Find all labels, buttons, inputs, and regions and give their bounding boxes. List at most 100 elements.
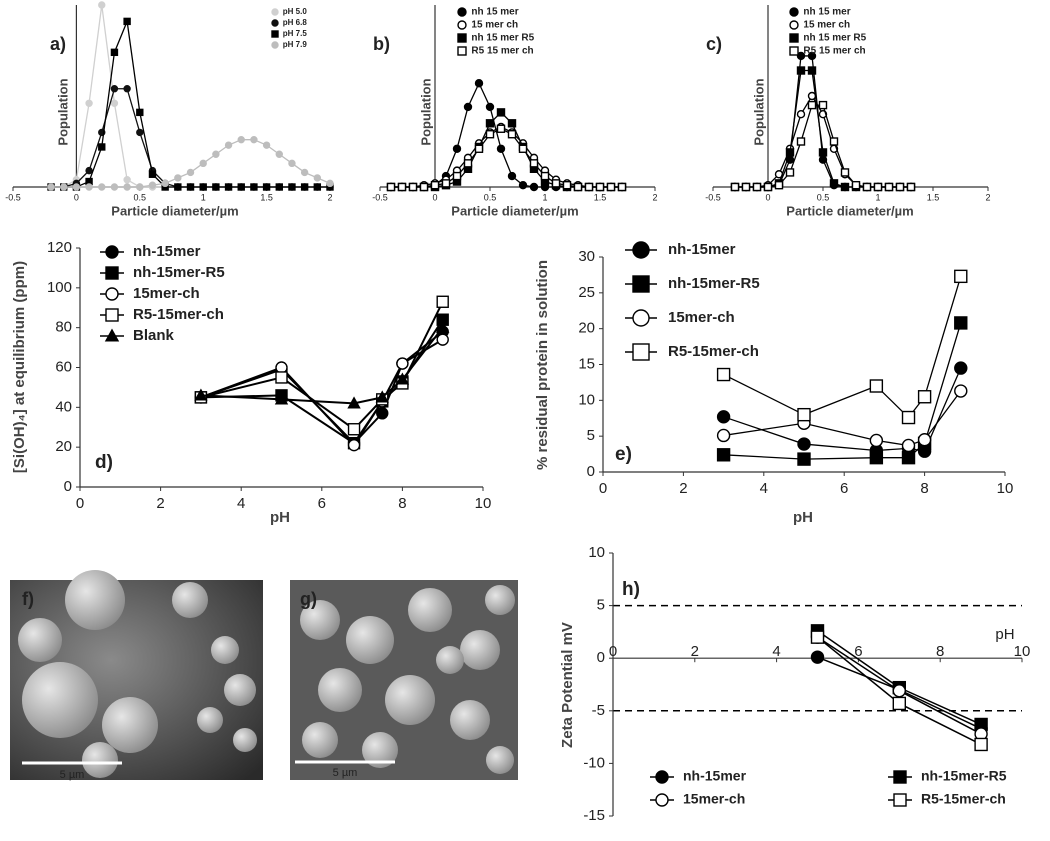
y-tick-label: 5: [597, 597, 605, 614]
marker: [123, 183, 131, 191]
marker: [869, 433, 884, 448]
marker: [436, 333, 449, 346]
y-tick-label: 0: [64, 478, 72, 495]
marker: [507, 119, 517, 128]
x-tick-label: 1: [542, 192, 547, 202]
marker: [396, 357, 409, 370]
x-tick-label: 8: [920, 480, 928, 497]
y-axis-label: Population: [751, 78, 766, 145]
marker: [313, 183, 322, 191]
y-tick-label: 120: [47, 239, 72, 256]
marker: [789, 20, 799, 30]
marker: [174, 183, 182, 191]
marker: [376, 407, 389, 420]
x-tick-label: 6: [318, 495, 326, 512]
x-tick-label: 0: [765, 192, 770, 202]
y-tick-label: 25: [578, 284, 595, 301]
legend-label: pH 5.0: [283, 7, 308, 16]
marker: [496, 108, 506, 117]
marker: [386, 182, 396, 192]
x-tick-label: 1: [875, 192, 880, 202]
marker: [136, 183, 144, 191]
panel-label: g): [300, 589, 317, 609]
x-axis-label: pH: [793, 509, 813, 526]
marker: [212, 183, 220, 191]
marker: [562, 180, 572, 190]
x-axis-label: pH: [270, 509, 290, 526]
legend-label: nh 15 mer R5: [803, 33, 866, 44]
marker: [123, 176, 131, 184]
marker: [954, 384, 968, 398]
marker: [606, 182, 616, 192]
x-tick-label: 1: [201, 192, 206, 202]
series-line: [723, 276, 962, 419]
legend-label: 15mer-ch: [668, 309, 735, 326]
marker: [457, 33, 467, 43]
marker: [148, 181, 157, 189]
marker: [224, 183, 233, 191]
marker: [110, 99, 119, 107]
marker: [869, 379, 884, 393]
marker: [457, 20, 467, 30]
marker: [655, 793, 669, 807]
x-tick-label: -0.5: [705, 192, 721, 202]
marker: [441, 179, 451, 188]
x-tick-label: 4: [772, 643, 780, 660]
marker: [518, 144, 528, 153]
legend-label: pH 7.5: [283, 29, 308, 38]
marker: [716, 367, 731, 382]
x-tick-label: -0.5: [5, 192, 21, 202]
y-tick-label: 100: [47, 279, 72, 296]
marker: [901, 410, 916, 425]
marker: [917, 433, 932, 447]
marker: [463, 159, 473, 168]
scale-bar-label: 5 µm: [60, 769, 85, 781]
x-tick-label: 4: [760, 480, 768, 497]
marker: [300, 168, 309, 177]
marker: [807, 66, 817, 75]
marker: [397, 182, 407, 192]
marker: [85, 183, 93, 191]
marker: [72, 183, 81, 191]
marker: [785, 168, 795, 177]
marker: [797, 452, 811, 466]
legend-label: nh-15mer-R5: [668, 275, 760, 292]
marker: [617, 182, 627, 192]
x-tick-label: 10: [997, 480, 1014, 497]
marker: [893, 770, 907, 784]
marker: [474, 79, 484, 88]
x-tick-label: 10: [475, 495, 492, 512]
marker: [98, 143, 106, 151]
marker: [212, 150, 220, 158]
x-tick-label: 2: [691, 643, 699, 660]
scale-bar-label: 5 µm: [333, 767, 358, 779]
panel-label: h): [622, 579, 640, 600]
x-tick-label: 0: [432, 192, 437, 202]
series-line: [200, 330, 444, 445]
marker: [829, 137, 839, 146]
marker: [186, 168, 195, 177]
x-tick-label: 10: [1014, 643, 1031, 660]
legend-label: nh-15mer-R5: [921, 768, 1007, 784]
marker: [807, 100, 817, 110]
legend-label: 15mer-ch: [683, 791, 745, 807]
marker: [271, 30, 279, 38]
marker: [288, 159, 296, 168]
marker: [237, 135, 245, 144]
marker: [105, 308, 119, 322]
marker: [347, 423, 361, 436]
x-tick-label: 8: [398, 495, 406, 512]
x-axis-label: Particle diameter/µm: [111, 203, 238, 218]
marker: [632, 343, 650, 361]
legend-label: Blank: [133, 327, 175, 344]
y-tick-label: 20: [578, 320, 595, 337]
marker: [789, 33, 799, 43]
x-tick-label: 2: [985, 192, 990, 202]
marker: [85, 166, 93, 175]
marker: [250, 135, 258, 144]
legend-label: 15 mer ch: [803, 20, 850, 31]
x-tick-label: 2: [652, 192, 657, 202]
legend-label: nh 15 mer: [471, 7, 518, 18]
sem-image-f: f) 5 µm: [10, 570, 263, 781]
legend-label: R5 15 mer ch: [803, 46, 865, 57]
